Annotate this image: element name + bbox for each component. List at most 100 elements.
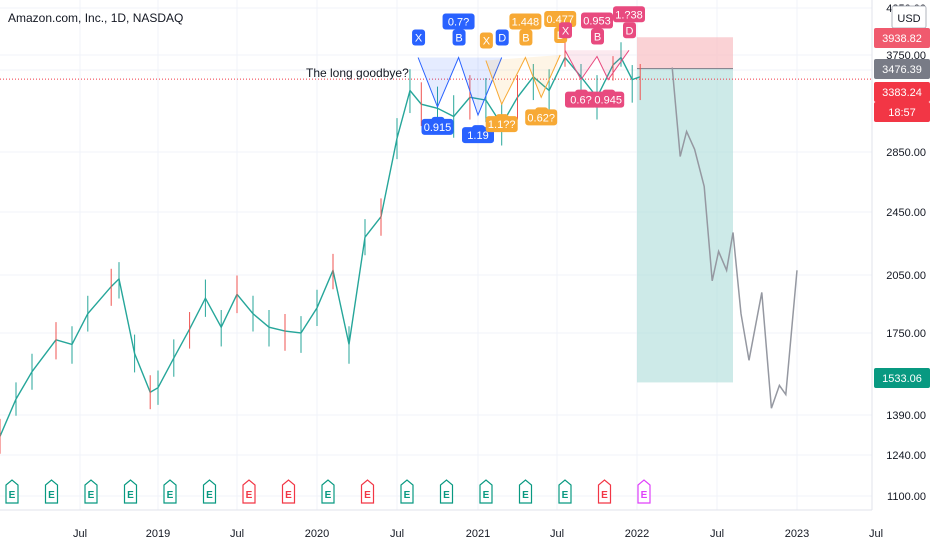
pattern-ratio-0-1: 0.7? xyxy=(448,17,469,29)
price-label-3: 18:57 xyxy=(888,107,916,119)
pattern-point-box-2-2 xyxy=(591,28,604,45)
y-tick-8: 1240.00 xyxy=(886,450,926,462)
earnings-marker-1 xyxy=(44,479,59,504)
annotation-text: The long goodbye? xyxy=(306,66,409,80)
earnings-marker-5 xyxy=(202,479,217,504)
earnings-marker-9 xyxy=(360,479,375,504)
earnings-marker-3 xyxy=(123,479,138,504)
pattern-ratio-box-2-0 xyxy=(565,91,597,108)
earnings-label-6: E xyxy=(246,490,253,501)
pattern-point-2-0: X xyxy=(562,25,570,37)
y-tick-9: 1100.00 xyxy=(887,491,926,503)
x-tick-2: Jul xyxy=(230,528,244,540)
earnings-marker-13 xyxy=(518,479,533,504)
pattern-ratio-box-2-1 xyxy=(581,12,613,29)
pattern-point-box-2-0 xyxy=(559,22,572,39)
earnings-marker-15 xyxy=(597,479,612,504)
pattern-point-box-0-4 xyxy=(495,29,509,46)
earnings-label-2: E xyxy=(88,490,95,501)
x-tick-5: 2021 xyxy=(466,528,490,540)
harmonic-pattern-2 xyxy=(564,50,630,81)
earnings-marker-10 xyxy=(400,479,414,504)
earnings-label-14: E xyxy=(562,490,569,501)
pattern-ratio-2-2: 0.945 xyxy=(594,95,622,107)
earnings-marker-16 xyxy=(637,479,651,504)
earnings-label-1: E xyxy=(48,490,55,501)
y-tick-7: 1390.00 xyxy=(886,410,926,422)
pattern-point-box-1-2 xyxy=(519,29,533,46)
y-tick-5: 2050.00 xyxy=(886,270,926,282)
earnings-label-8: E xyxy=(325,490,332,501)
x-tick-3: 2020 xyxy=(305,528,329,540)
price-label-2: 3383.24 xyxy=(882,87,922,99)
earnings-label-0: E xyxy=(9,490,16,501)
reward-zone xyxy=(637,68,733,383)
pattern-point-box-1-0 xyxy=(479,32,493,49)
pattern-point-1-0: X xyxy=(483,36,491,48)
pattern-ratio-0-2: 1.19 xyxy=(467,130,488,142)
earnings-marker-14 xyxy=(558,479,572,504)
pattern-ratio-box-0-0 xyxy=(421,118,454,135)
earnings-label-13: E xyxy=(522,490,529,501)
earnings-label-16: E xyxy=(641,490,648,501)
price-label-box-3 xyxy=(874,102,930,122)
chart-title: Amazon.com, Inc., 1D, NASDAQ xyxy=(8,11,183,25)
pattern-ratio-box-2-3 xyxy=(613,6,645,23)
y-tick-4: 2450.00 xyxy=(886,207,926,219)
pattern-point-1-2: B xyxy=(522,33,529,45)
pattern-point-2-4: D xyxy=(626,25,634,37)
pattern-point-box-0-0 xyxy=(412,29,426,46)
pattern-ratio-box-1-1 xyxy=(509,13,542,30)
pattern-point-box-2-4 xyxy=(623,22,636,39)
earnings-label-5: E xyxy=(206,490,213,501)
pattern-ratio-1-0: 1.1?? xyxy=(488,119,516,131)
earnings-marker-12 xyxy=(479,479,493,504)
pattern-ratio-1-1: 1.448 xyxy=(512,17,540,29)
earnings-label-15: E xyxy=(601,490,608,501)
harmonic-pattern-0 xyxy=(417,56,503,117)
harmonic-pattern-1 xyxy=(485,54,561,106)
x-tick-7: 2022 xyxy=(625,528,649,540)
earnings-marker-4 xyxy=(163,479,177,504)
earnings-label-7: E xyxy=(285,490,292,501)
pattern-ratio-box-2-2 xyxy=(592,91,625,108)
risk-zone xyxy=(637,37,733,69)
pattern-ratio-box-1-0 xyxy=(485,116,518,133)
pattern-ratio-2-1: 0.953 xyxy=(583,16,611,28)
earnings-label-9: E xyxy=(364,490,371,501)
price-label-box-0 xyxy=(874,28,930,48)
earnings-label-12: E xyxy=(483,490,490,501)
pattern-point-0-2: B xyxy=(455,33,462,45)
x-tick-4: Jul xyxy=(390,528,404,540)
pattern-ratio-box-0-1 xyxy=(442,13,475,30)
pattern-ratio-box-0-2 xyxy=(462,127,494,144)
pattern-point-box-0-2 xyxy=(452,29,466,46)
pattern-ratio-2-3: 1.?38 xyxy=(615,9,643,21)
y-tick-3: 2850.00 xyxy=(886,147,926,159)
price-label-box-1 xyxy=(874,59,930,79)
x-tick-0: Jul xyxy=(73,528,87,540)
pattern-point-0-0: X xyxy=(415,33,423,45)
earnings-marker-7 xyxy=(281,479,296,504)
x-tick-10: Jul xyxy=(869,528,883,540)
price-label-1: 3476.39 xyxy=(882,64,922,76)
earnings-marker-2 xyxy=(84,479,98,504)
y-tick-6: 1750.00 xyxy=(886,328,926,340)
earnings-label-3: E xyxy=(127,490,134,501)
pattern-ratio-1-2: 0.62? xyxy=(527,112,555,124)
pattern-ratio-0-0: 0.915 xyxy=(424,122,452,134)
price-label-4: 1533.06 xyxy=(882,373,922,385)
pattern-point-2-2: B xyxy=(594,32,601,44)
earnings-marker-6 xyxy=(242,479,256,504)
earnings-marker-0 xyxy=(5,479,19,504)
x-tick-6: Jul xyxy=(550,528,564,540)
x-tick-9: 2023 xyxy=(785,528,809,540)
earnings-label-10: E xyxy=(404,490,411,501)
pattern-ratio-2-0: 0.6? xyxy=(570,95,591,107)
pattern-point-0-4: D xyxy=(498,33,506,45)
currency-label: USD xyxy=(897,13,920,25)
price-label-box-2 xyxy=(874,82,930,102)
x-tick-1: 2019 xyxy=(146,528,170,540)
